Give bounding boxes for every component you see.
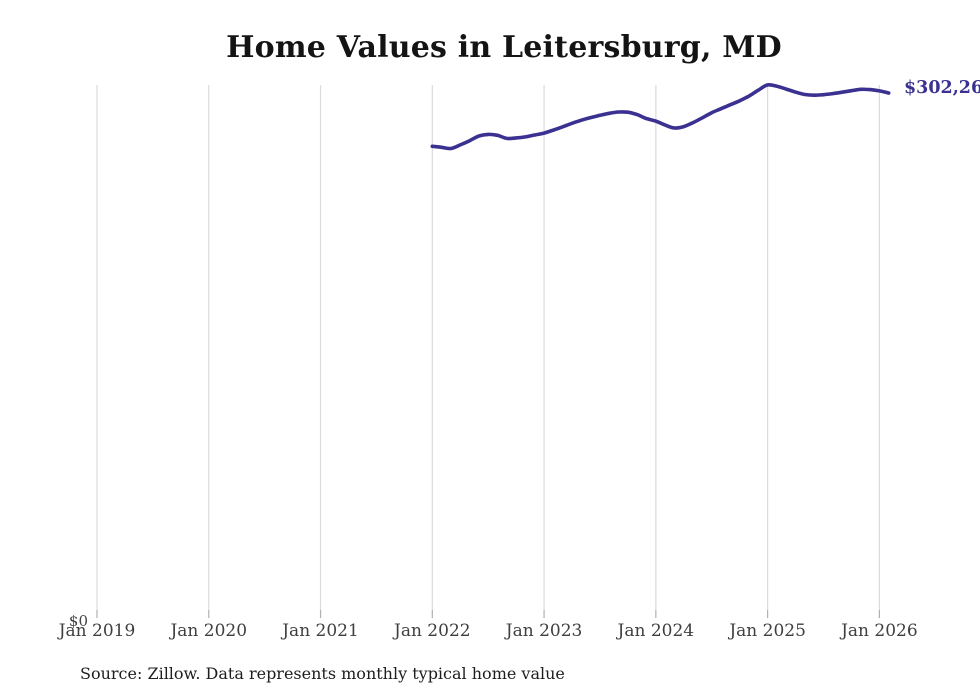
chart-title: Home Values in Leitersburg, MD — [226, 30, 782, 65]
latest-value-label: $302,263 — [904, 78, 980, 98]
x-tick-label: Jan 2026 — [841, 621, 918, 641]
x-tick-label: Jan 2024 — [617, 621, 695, 641]
year-gridlines — [96, 85, 880, 610]
x-tick-label: Jan 2020 — [170, 621, 248, 641]
x-tick-label: Jan 2021 — [282, 621, 359, 641]
x-tick-label: Jan 2022 — [394, 621, 471, 641]
x-tick-label: Jan 2019 — [58, 621, 136, 641]
x-tick-label: Jan 2023 — [505, 621, 583, 641]
x-axis-ticks — [96, 610, 880, 618]
x-tick-label: Jan 2025 — [729, 621, 806, 641]
source-note: Source: Zillow. Data represents monthly … — [80, 664, 565, 683]
y-axis-zero-label: $0 — [68, 612, 88, 630]
home-value-line — [430, 82, 891, 151]
